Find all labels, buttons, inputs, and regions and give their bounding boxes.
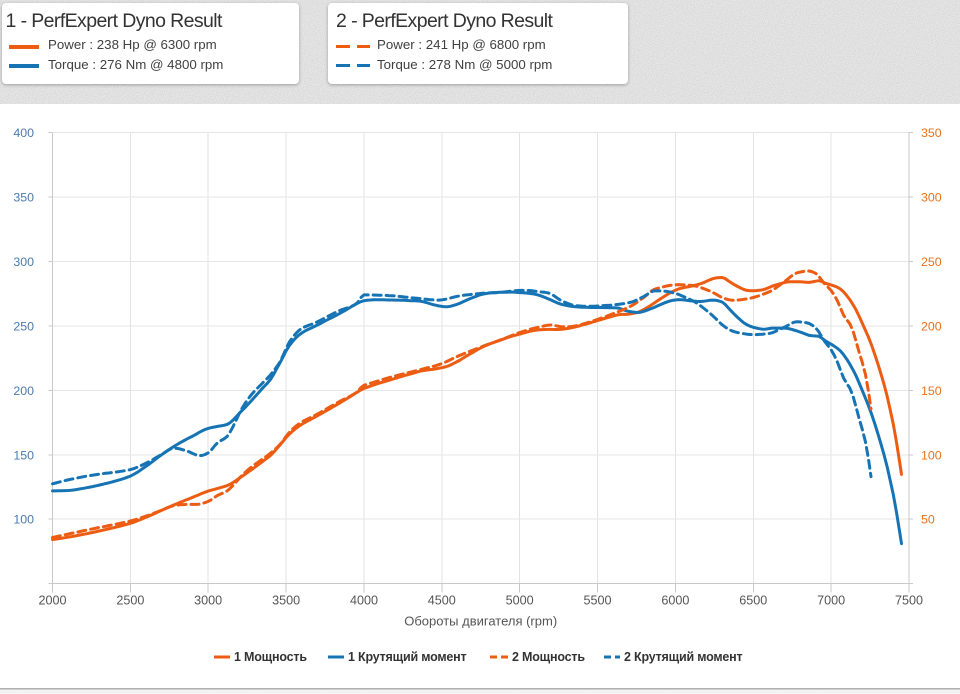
svg-text:1 Крутящий момент: 1 Крутящий момент — [348, 650, 467, 664]
svg-text:400: 400 — [13, 126, 34, 140]
svg-text:6500: 6500 — [739, 594, 767, 608]
svg-text:2500: 2500 — [116, 594, 144, 608]
svg-text:Обороты двигателя (rpm): Обороты двигателя (rpm) — [404, 614, 557, 629]
svg-text:150: 150 — [13, 448, 34, 462]
svg-text:250: 250 — [13, 319, 34, 333]
svg-text:7500: 7500 — [895, 594, 923, 608]
svg-text:4500: 4500 — [428, 594, 456, 608]
svg-text:5000: 5000 — [506, 594, 534, 608]
svg-text:100: 100 — [13, 513, 34, 527]
svg-text:200: 200 — [921, 319, 942, 333]
svg-text:2 Крутящий момент: 2 Крутящий момент — [624, 650, 743, 664]
svg-text:100: 100 — [921, 448, 942, 462]
svg-text:6000: 6000 — [661, 594, 689, 608]
svg-text:2000: 2000 — [38, 594, 66, 608]
svg-text:2 Мощность: 2 Мощность — [512, 650, 585, 664]
svg-text:7000: 7000 — [817, 594, 845, 608]
svg-text:350: 350 — [13, 191, 34, 205]
svg-text:300: 300 — [921, 191, 942, 205]
svg-text:300: 300 — [13, 255, 34, 269]
svg-text:200: 200 — [13, 384, 34, 398]
svg-text:250: 250 — [921, 255, 942, 269]
svg-text:4000: 4000 — [350, 594, 378, 608]
svg-text:350: 350 — [921, 126, 942, 140]
svg-text:1 Мощность: 1 Мощность — [234, 650, 307, 664]
svg-text:150: 150 — [921, 384, 942, 398]
svg-text:5500: 5500 — [583, 594, 611, 608]
svg-text:3000: 3000 — [194, 594, 222, 608]
svg-text:3500: 3500 — [272, 594, 300, 608]
svg-text:50: 50 — [921, 513, 935, 527]
